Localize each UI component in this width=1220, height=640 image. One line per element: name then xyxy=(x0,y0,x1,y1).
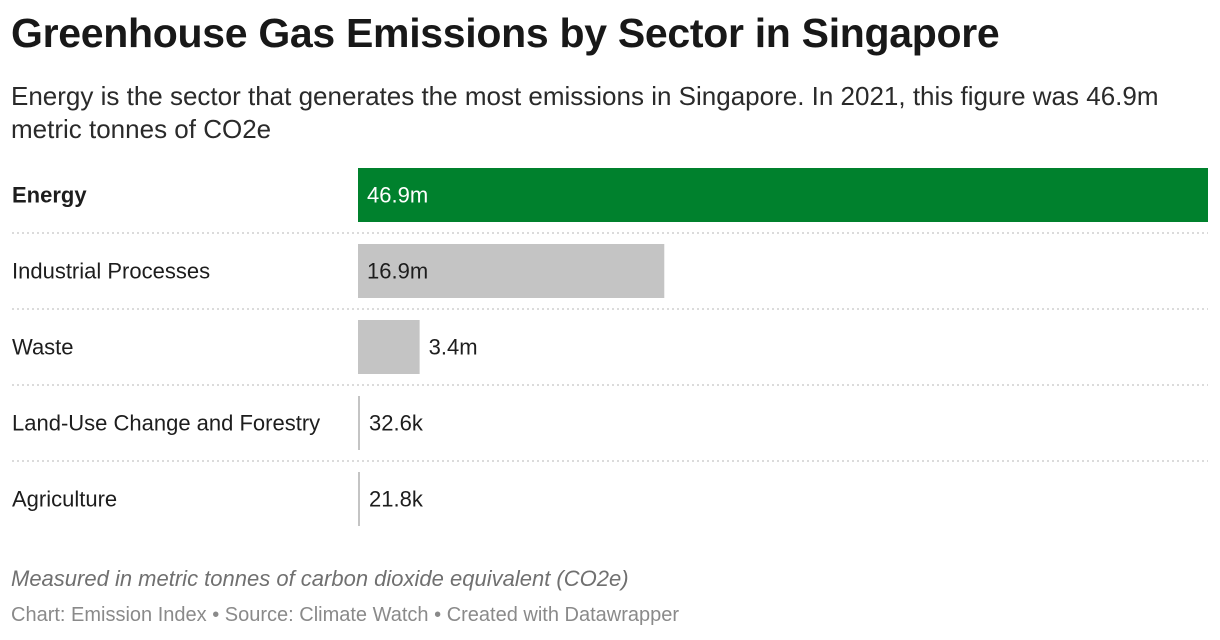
bar xyxy=(358,396,360,450)
category-label: Energy xyxy=(12,183,87,208)
datawrapper-credit: Created with Datawrapper xyxy=(446,604,680,626)
bar xyxy=(358,320,420,374)
bar-chart: Energy 46.9m Industrial Processes 16.9m Wast… xyxy=(12,168,1208,526)
footer-separator: • xyxy=(434,604,442,626)
bar xyxy=(358,168,1208,222)
source-credit: Source: Climate Watch xyxy=(224,604,429,626)
category-label: Agriculture xyxy=(12,487,117,512)
chart-note: Measured in metric tonnes of carbon diox… xyxy=(11,566,629,591)
bar xyxy=(358,472,360,526)
value-label: 21.8k xyxy=(369,487,424,512)
category-label: Industrial Processes xyxy=(12,259,210,284)
chart-credit: Chart: Emission Index xyxy=(11,604,207,626)
category-label: Waste xyxy=(12,335,74,360)
value-label: 32.6k xyxy=(369,411,424,436)
value-label: 46.9m xyxy=(367,183,428,208)
chart-subtitle: Energy is the sector that generates the … xyxy=(11,81,1159,144)
chart-footer: Chart: Emission Index • Source: Climate … xyxy=(11,604,679,627)
category-label: Land-Use Change and Forestry xyxy=(12,411,320,436)
value-label: 16.9m xyxy=(367,259,428,284)
footer-separator: • xyxy=(212,604,220,626)
bar xyxy=(358,244,665,298)
value-label: 3.4m xyxy=(429,335,478,360)
chart-title: Greenhouse Gas Emissions by Sector in Si… xyxy=(11,10,1000,56)
